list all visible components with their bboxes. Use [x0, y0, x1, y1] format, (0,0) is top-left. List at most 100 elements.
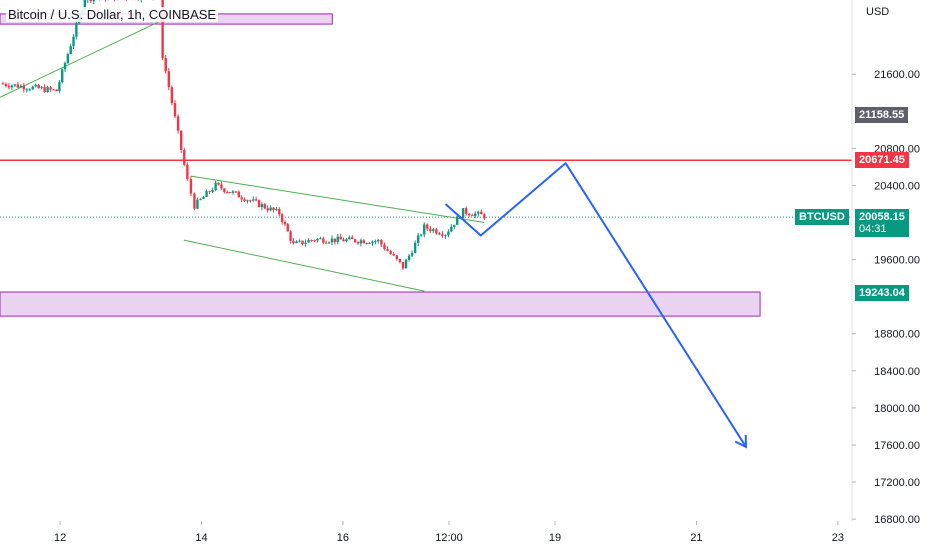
time-tick-label: 19 [549, 532, 561, 544]
candle-82 [246, 199, 249, 204]
candle-15 [46, 85, 49, 93]
candle-104 [310, 239, 313, 242]
candle-119 [353, 238, 357, 244]
candle-90 [269, 205, 272, 212]
candle-86 [257, 199, 261, 208]
candle-113 [336, 233, 339, 245]
candle-42 [125, 0, 127, 1]
candle-110 [327, 241, 331, 245]
candle-67 [202, 195, 205, 199]
candle-140 [416, 232, 420, 246]
candle-139 [413, 240, 417, 254]
time-tick-label: 21 [690, 532, 702, 544]
candle-83 [249, 199, 252, 203]
candle-121 [359, 238, 363, 247]
candle-127 [377, 238, 380, 244]
candle-147 [438, 231, 441, 236]
candle-146 [435, 227, 438, 235]
supply-demand-zone-1[interactable] [0, 291, 761, 317]
candle-111 [330, 235, 334, 246]
lines-layer [0, 16, 852, 292]
projection-path[interactable] [444, 162, 747, 448]
time-tick-label: 23 [832, 532, 844, 544]
candle-95 [283, 220, 287, 226]
candle-66 [199, 198, 202, 201]
candle-144 [429, 226, 432, 233]
candle-8 [25, 87, 28, 93]
candle-133 [395, 255, 399, 261]
candle-65 [196, 197, 199, 210]
trendline-channel-lower[interactable] [183, 239, 425, 292]
candle-99 [295, 240, 298, 244]
candle-57 [170, 85, 174, 106]
candle-145 [432, 228, 435, 234]
candle-156 [464, 206, 468, 216]
candle-89 [266, 205, 269, 213]
candle-2 [7, 83, 11, 90]
candle-112 [333, 238, 337, 245]
candle-107 [319, 236, 322, 240]
trendline-rising[interactable] [0, 16, 170, 98]
candle-33 [99, 0, 101, 1]
candle-18 [55, 89, 58, 92]
candle-4 [13, 84, 17, 88]
candle-115 [342, 237, 345, 242]
symbol-label: BTCUSD [795, 209, 849, 226]
price-tick-label: 19600.00 [874, 255, 920, 267]
time-axis[interactable]: 12 14 16 12:00 19 21 23 [54, 521, 844, 544]
candle-159 [474, 211, 477, 219]
trendline-channel-upper[interactable] [190, 175, 485, 223]
candle-153 [456, 214, 459, 225]
candle-85 [254, 196, 258, 202]
candle-17 [52, 88, 55, 91]
time-tick-label: 14 [195, 532, 207, 544]
candle-160 [477, 210, 480, 217]
candle-79 [237, 190, 240, 198]
candle-96 [286, 223, 289, 232]
candle-114 [339, 233, 342, 240]
candle-130 [386, 246, 389, 252]
candle-137 [407, 254, 411, 262]
price-tick-label: 18800.00 [874, 329, 920, 341]
chart-title: Bitcoin / U.S. Dollar, 1h, COINBASE [6, 7, 219, 22]
candle-120 [356, 241, 360, 245]
candle-118 [351, 234, 354, 240]
projection-arrowhead [734, 434, 747, 449]
candle-63 [189, 176, 193, 196]
price-label-resistance: 20671.45 [855, 152, 909, 169]
candle-14 [43, 84, 46, 93]
candle-80 [240, 194, 243, 202]
candle-88 [263, 203, 267, 210]
candle-23 [69, 43, 72, 55]
candle-103 [307, 238, 310, 243]
candle-148 [441, 231, 444, 238]
candle-132 [392, 251, 395, 257]
currency-label[interactable]: USD [866, 6, 890, 18]
candle-68 [205, 189, 208, 197]
candle-161 [480, 209, 483, 215]
price-axis[interactable]: 21600.0020800.0020400.0019600.0018800.00… [852, 69, 920, 526]
zones-layer [0, 13, 761, 317]
time-tick-label: 16 [337, 532, 349, 544]
candle-117 [348, 235, 351, 240]
candle-46 [137, 0, 139, 1]
candle-123 [365, 242, 368, 245]
candle-131 [389, 249, 392, 255]
candle-62 [186, 162, 189, 181]
candle-149 [444, 234, 447, 239]
candle-7 [22, 82, 26, 93]
bar-countdown: 04:31 [859, 223, 887, 236]
candle-108 [322, 236, 325, 245]
candle-162 [483, 213, 486, 221]
candle-72 [217, 182, 220, 186]
candle-102 [304, 239, 307, 247]
candle-76 [228, 191, 232, 194]
candle-55 [164, 55, 167, 74]
price-tick-label: 21600.00 [874, 69, 920, 81]
candle-13 [40, 85, 43, 90]
candle-106 [316, 238, 319, 243]
candle-59 [176, 114, 180, 134]
price-tick-label: 20400.00 [874, 180, 920, 192]
candle-98 [292, 237, 295, 245]
